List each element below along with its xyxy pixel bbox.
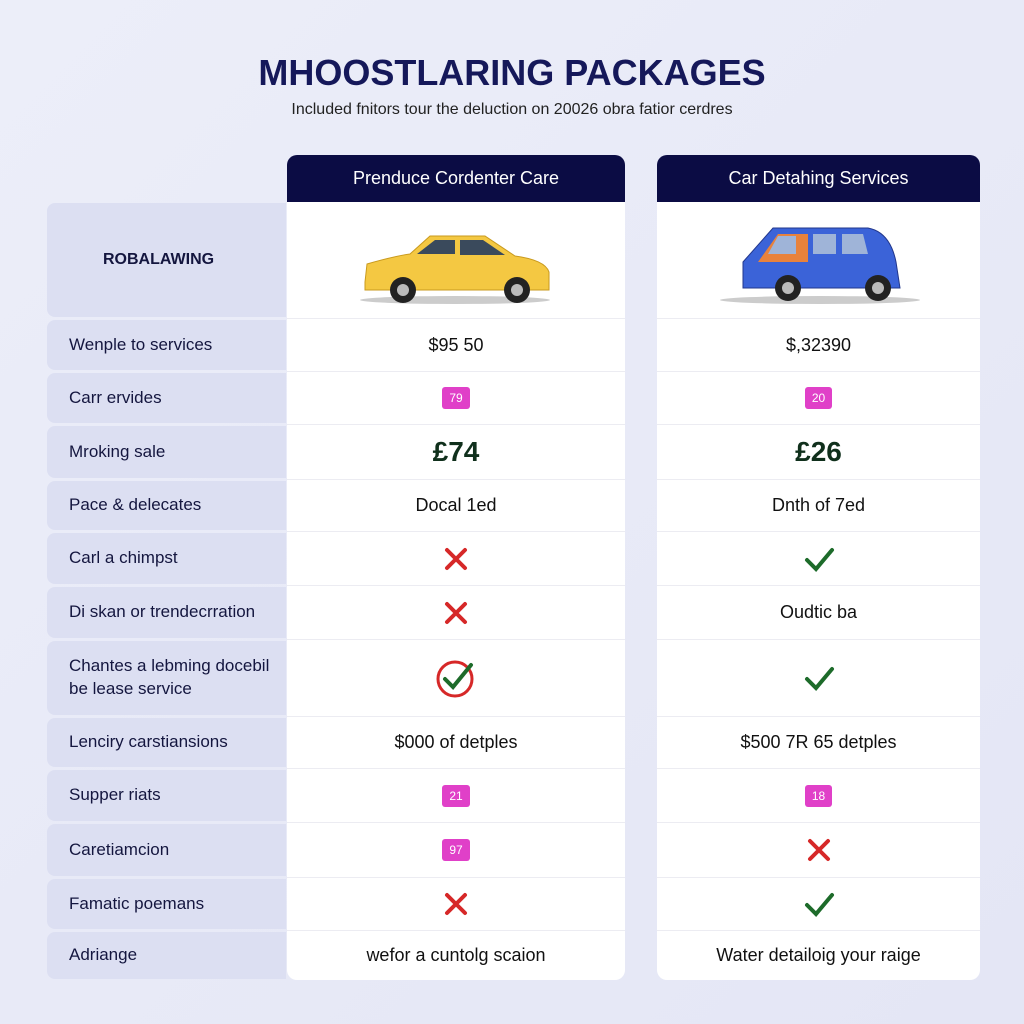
row-label: Mroking sale <box>47 426 286 478</box>
check-icon <box>804 667 834 691</box>
column-header: Prenduce Cordenter Care <box>287 155 625 202</box>
table-cell: 97 <box>287 822 625 877</box>
cell-text: $95 50 <box>428 334 484 355</box>
row-label: Carl a chimpst <box>47 533 286 584</box>
cell-text: Dnth of 7ed <box>771 495 866 515</box>
row-label: Carr ervides <box>47 373 286 423</box>
row-label: Caretiamcion <box>47 824 286 876</box>
table-cell <box>657 639 980 716</box>
row-label: Adriange <box>47 932 286 979</box>
table-cell: wefor a cuntolg scaion <box>287 930 625 980</box>
badge: 20 <box>804 387 833 409</box>
table-cell <box>287 585 625 639</box>
car-image <box>360 235 550 304</box>
table-cell: 18 <box>657 768 980 822</box>
cross-icon <box>807 839 830 861</box>
title: MHOOSTLARING PACKAGES <box>258 52 766 93</box>
cross-icon <box>445 893 467 915</box>
table-cell <box>287 639 625 716</box>
table-cell: 20 <box>657 371 980 424</box>
check-icon <box>804 547 834 572</box>
table-cell: Oudtic ba <box>657 585 980 639</box>
table-cell: $000 of detples <box>287 716 625 768</box>
table-cell <box>287 531 625 585</box>
cross-icon <box>445 547 467 570</box>
cell-text: Oudtic ba <box>779 602 858 622</box>
table-cell: 79 <box>287 371 625 424</box>
table-cell <box>287 877 625 930</box>
badge: 18 <box>804 784 833 807</box>
table-cell: £74 <box>287 424 625 479</box>
table-cell: $95 50 <box>287 318 625 371</box>
cell-text: $000 of detples <box>394 732 518 752</box>
badge: 79 <box>442 387 470 409</box>
table-cell <box>657 531 980 585</box>
row-label: Di skan or trendecrration <box>47 587 286 638</box>
row-label: Lenciry carstiansions <box>47 718 286 767</box>
row-label: Wenple to services <box>47 320 286 370</box>
table-cell: £26 <box>657 424 980 479</box>
cell-text: £74 <box>432 436 480 467</box>
table-cell: Water detailoig your raige <box>657 930 980 980</box>
table-cell: Dnth of 7ed <box>657 479 980 531</box>
table-cell <box>657 822 980 877</box>
badge: 21 <box>442 784 470 807</box>
column-header: Car Detahing Services <box>657 155 980 202</box>
row-label: Famatic poemans <box>47 879 286 929</box>
row-label: Supper riats <box>47 770 286 821</box>
badge: 97 <box>442 839 470 861</box>
row-label: ROBALAWING <box>47 203 286 317</box>
table-cell: 21 <box>287 768 625 822</box>
table-cell: Docal 1ed <box>287 479 625 531</box>
cell-text: Docal 1ed <box>415 495 497 515</box>
cell-text: wefor a cuntolg scaion <box>366 945 546 965</box>
cell-text: Water detailoig your raige <box>716 945 921 965</box>
car-image <box>720 227 920 304</box>
cell-text: £26 <box>795 436 842 467</box>
row-label: Pace & delecates <box>47 481 286 530</box>
table-cell: $,32390 <box>657 318 980 371</box>
row-label: Chantes a lebming docebil be lease servi… <box>47 641 286 715</box>
cross-icon <box>445 601 467 624</box>
check-icon <box>804 893 834 917</box>
table-cell: $500 7R 65 detples <box>657 716 980 768</box>
subtitle: Included fnitors tour the deluction on 2… <box>291 101 733 118</box>
table-cell <box>657 877 980 930</box>
cell-text: $,32390 <box>785 334 852 355</box>
cell-text: $500 7R 65 detples <box>740 732 897 752</box>
circle-check-icon <box>436 660 474 698</box>
